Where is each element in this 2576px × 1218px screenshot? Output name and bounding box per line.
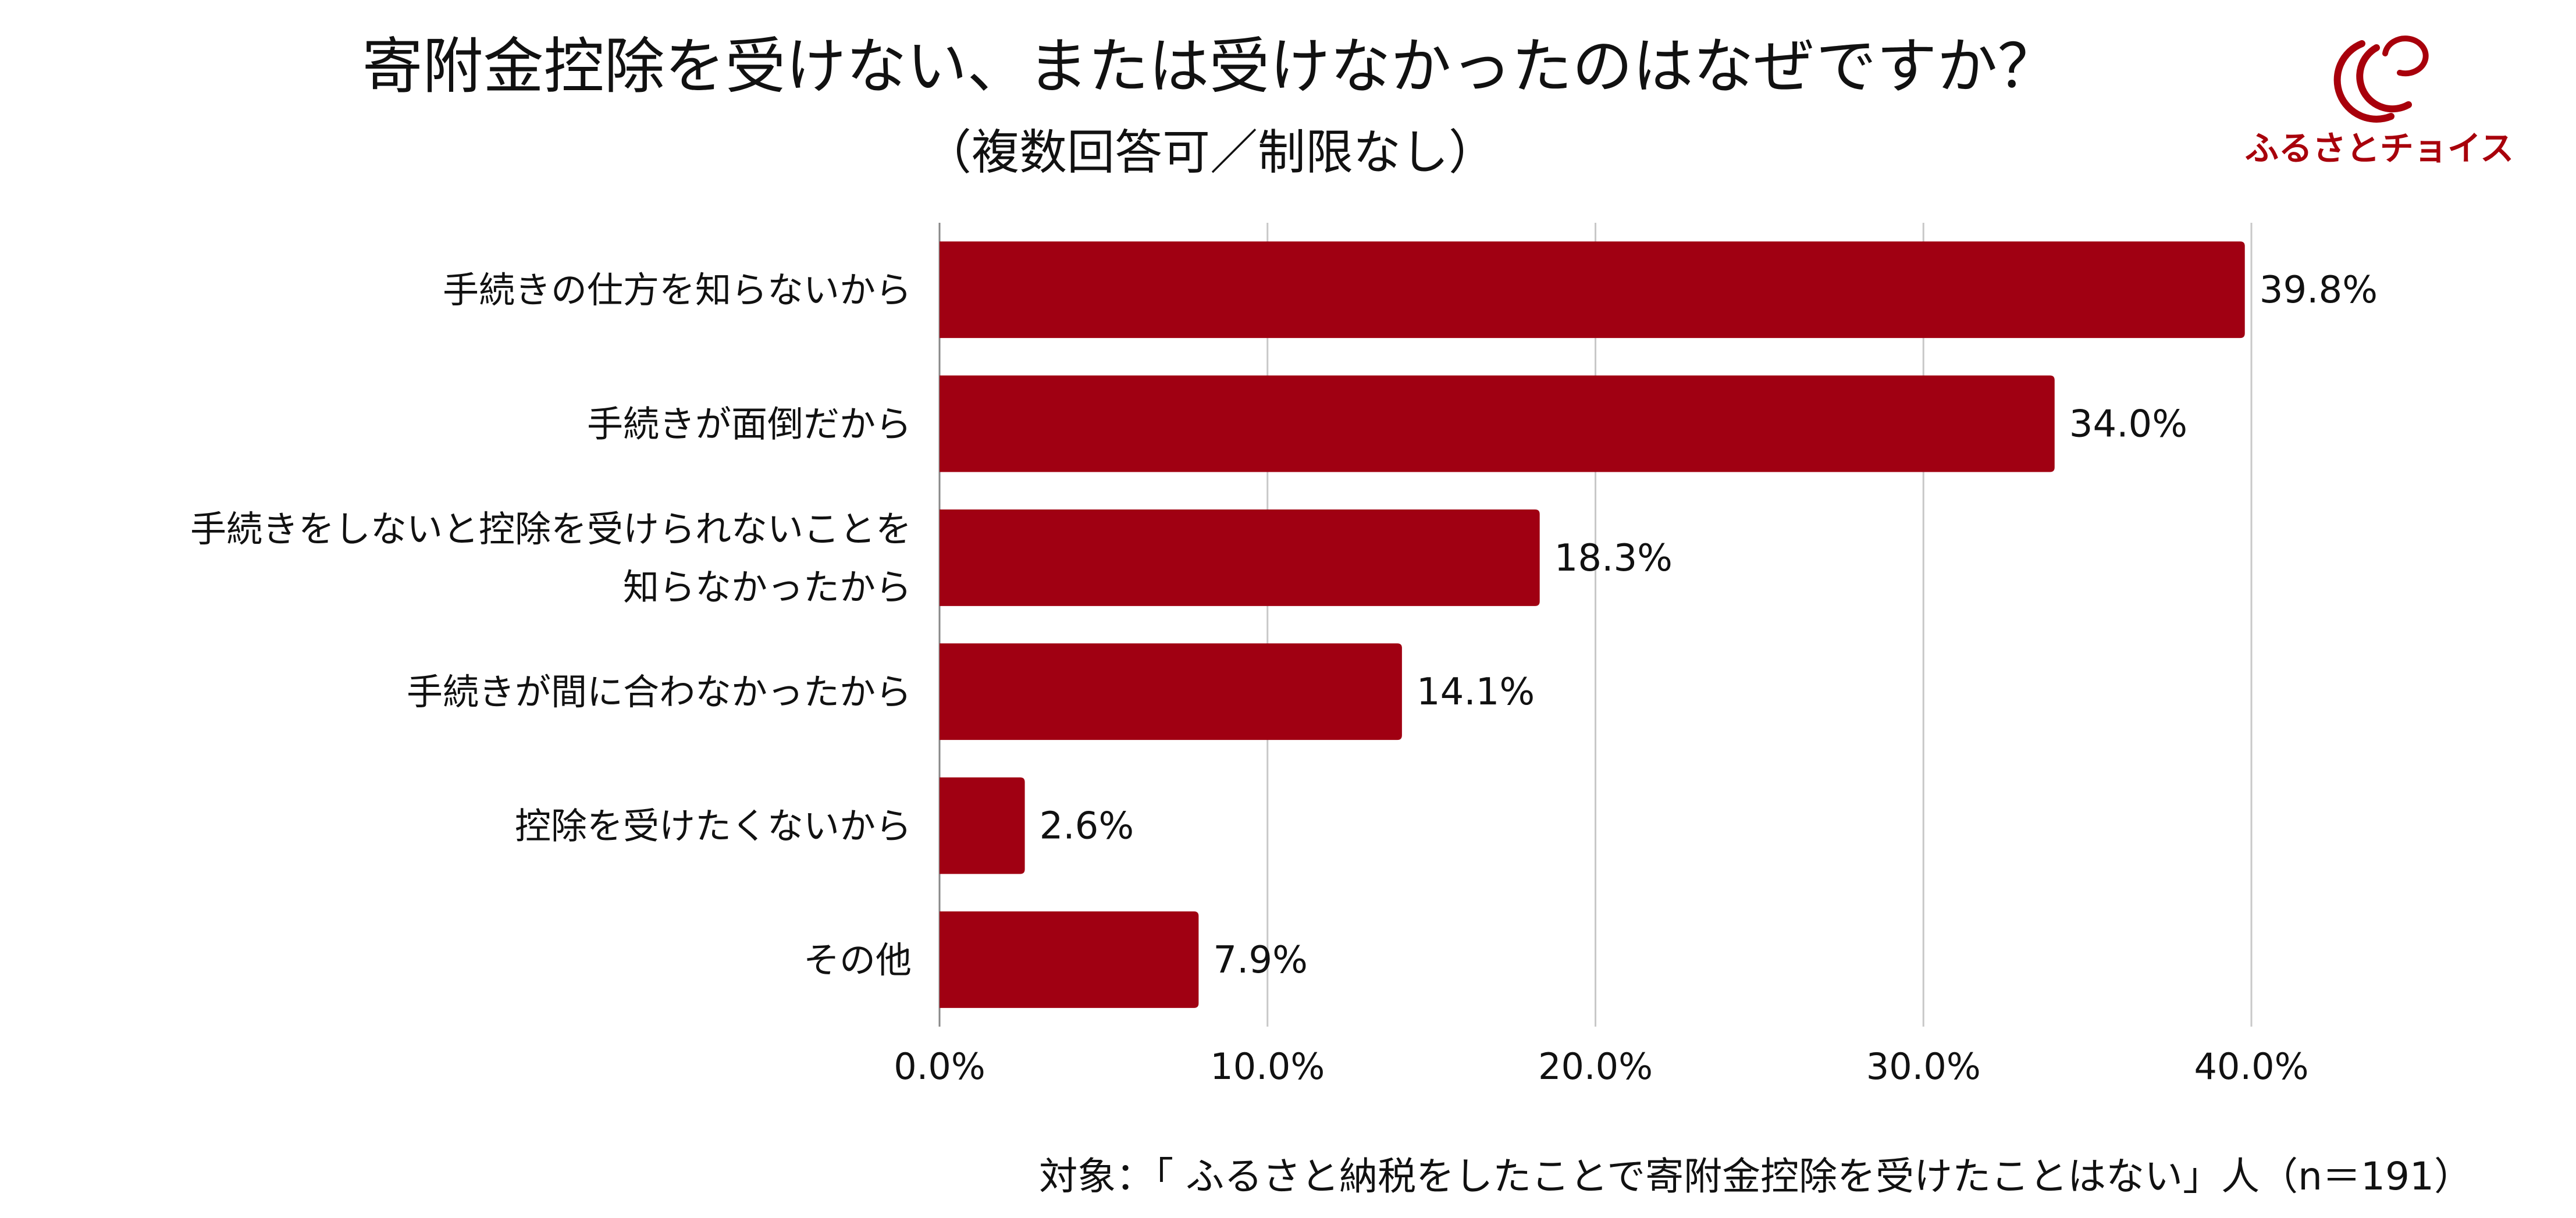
chart-subtitle: （複数回答可／制限なし） [924,125,1496,180]
footnote: 対象：「 ふるさと納税をしたことで寄附金控除を受けたことはない」人（n＝191） [1039,1154,2472,1199]
logo: ふるさとチョイス [2245,35,2514,168]
chart-title: 寄附金控除を受けない、または受けなかったのはなぜですか？ [362,31,2058,102]
bar [940,375,2055,472]
category-label: 手続きが間に合わなかったから [407,671,912,713]
bars: 39.8% 34.0% 18.3% 14.1% 2.6% 7.9% [940,241,2378,1008]
bar [940,241,2245,339]
gridlines [938,223,2253,1027]
x-tick-label: 10.0% [1210,1045,1325,1088]
x-tick-label: 20.0% [1538,1045,1653,1088]
logo-mark-icon [2333,35,2429,123]
category-label: 手続きが面倒だから [587,403,912,446]
category-labels: 手続きの仕方を知らないから手続きが面倒だから手続きをしないと控除を受けられないこ… [190,269,912,981]
bar [940,509,1540,606]
category-label: その他 [803,939,912,981]
x-tick-label: 0.0% [894,1045,985,1088]
x-tick-label: 40.0% [2194,1045,2309,1088]
bar [940,911,1199,1008]
data-label: 7.9% [1213,939,1308,982]
logo-text: ふるさとチョイス [2245,129,2514,168]
data-label: 39.8% [2260,269,2378,312]
data-label: 14.1% [1417,671,1535,714]
bar [940,643,1402,740]
data-label: 18.3% [1554,537,1673,580]
bar [940,777,1025,874]
category-label: 手続きをしないと控除を受けられないことを [190,508,912,550]
data-label: 2.6% [1040,805,1134,848]
category-label: 知らなかったから [623,566,912,608]
x-tick-labels: 0.0% 10.0% 20.0% 30.0% 40.0% [894,1045,2308,1088]
category-label: 手続きの仕方を知らないから [443,269,912,311]
x-tick-label: 30.0% [1866,1045,1981,1088]
category-label: 控除を受けたくないから [515,805,912,847]
data-label: 34.0% [2069,403,2187,446]
